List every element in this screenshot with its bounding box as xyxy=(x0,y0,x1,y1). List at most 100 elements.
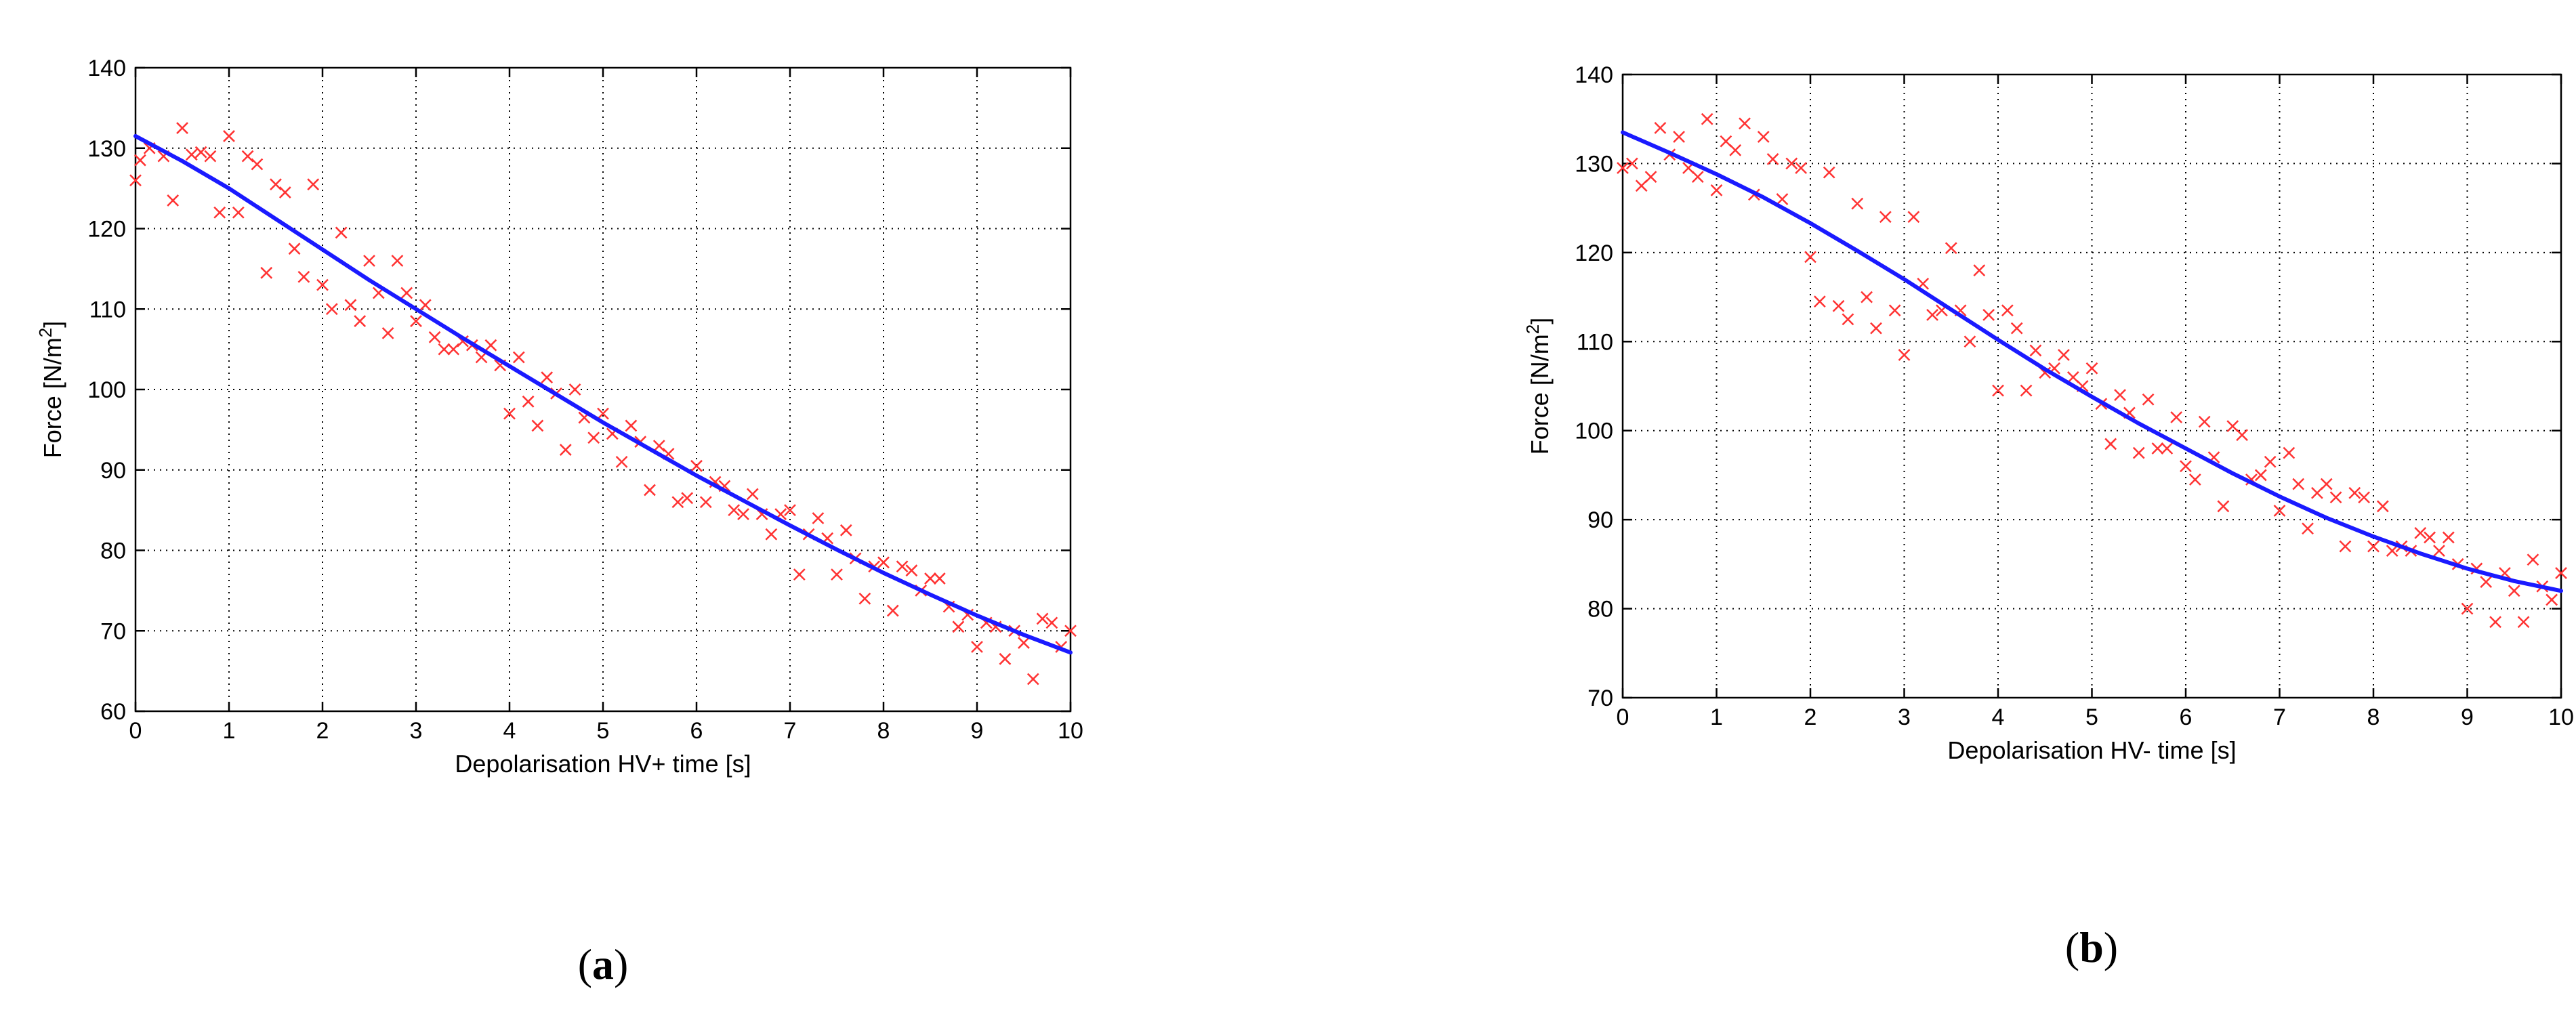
scatter-point xyxy=(316,278,329,291)
panel-label-open: ( xyxy=(2065,923,2079,971)
scatter-point xyxy=(354,315,367,327)
y-tick-label: 90 xyxy=(1587,507,1613,533)
scatter-point xyxy=(644,484,656,497)
scatter-point xyxy=(952,620,965,633)
y-tick-label: 140 xyxy=(1575,62,1613,88)
scatter-point xyxy=(886,604,899,617)
x-tick-label: 7 xyxy=(2273,704,2286,730)
scatter-point xyxy=(503,407,516,420)
scatter-point xyxy=(1036,612,1049,625)
y-axis-label-sup: 2 xyxy=(1522,324,1543,334)
scatter-point xyxy=(297,270,310,283)
scatter-point xyxy=(1888,304,1901,317)
x-tick-label: 2 xyxy=(316,718,329,744)
scatter-point xyxy=(2508,585,2520,597)
x-axis-label: Depolarisation HV+ time [s] xyxy=(455,750,751,778)
scatter-point xyxy=(185,148,198,161)
scatter-point xyxy=(2058,349,2070,361)
scatter-point xyxy=(134,154,146,167)
scatter-point xyxy=(129,174,142,187)
scatter-point xyxy=(1018,637,1030,649)
scatter-point xyxy=(522,395,535,408)
scatter-point xyxy=(2367,540,2380,553)
scatter-point xyxy=(1851,197,1864,210)
scatter-point xyxy=(671,496,684,509)
x-tick-label: 4 xyxy=(1992,704,2005,730)
scatter-point xyxy=(625,419,638,432)
x-tick-label: 9 xyxy=(971,718,984,744)
scatter-point xyxy=(812,512,825,524)
scatter-point xyxy=(391,255,404,267)
y-axis-label-sup: 2 xyxy=(35,328,56,337)
scatter-point xyxy=(2546,593,2558,606)
fit-line xyxy=(133,133,1073,655)
scatter-point xyxy=(447,343,460,356)
x-tick-label: 4 xyxy=(503,718,516,744)
scatter-point xyxy=(1898,349,1911,361)
x-tick-label: 8 xyxy=(877,718,890,744)
scatter-point xyxy=(839,524,852,536)
scatter-point xyxy=(419,299,432,312)
scatter-point xyxy=(541,371,554,384)
scatter-point xyxy=(1795,162,1808,174)
scatter-point xyxy=(288,243,301,255)
scatter-point xyxy=(363,255,375,267)
x-tick-label: 0 xyxy=(129,718,142,744)
scatter-point xyxy=(1757,131,1770,143)
scatter-point xyxy=(971,641,983,653)
y-tick-label: 140 xyxy=(87,56,126,81)
y-axis-label: Force [N/m2] xyxy=(1522,318,1554,455)
scatter-point xyxy=(699,496,712,509)
y-tick-label: 100 xyxy=(87,377,126,403)
x-tick-label: 6 xyxy=(2180,704,2193,730)
scatter-point xyxy=(746,488,759,501)
panel-label-letter: a xyxy=(592,940,614,988)
scatter-point xyxy=(2302,522,2314,535)
x-tick-label: 6 xyxy=(690,718,703,744)
x-tick-label: 10 xyxy=(1058,718,1083,744)
x-tick-label: 3 xyxy=(1898,704,1911,730)
scatter-point xyxy=(2320,478,2333,490)
scatter-point xyxy=(2226,420,2239,433)
y-tick-label: 80 xyxy=(100,539,126,564)
scatter-point xyxy=(2311,486,2323,499)
scatter-point xyxy=(270,178,282,191)
scatter-point xyxy=(1813,295,1826,308)
x-tick-label: 1 xyxy=(223,718,236,744)
scatter-point xyxy=(933,572,946,585)
scatter-point xyxy=(597,407,609,420)
scatter-point xyxy=(999,652,1012,665)
y-tick-label: 70 xyxy=(100,618,126,644)
scatter-point xyxy=(2198,415,2211,428)
scatter-point xyxy=(784,504,796,517)
y-tick-label: 110 xyxy=(1577,329,1613,355)
scatter-point xyxy=(1045,616,1058,629)
scatter-point xyxy=(167,194,180,207)
scatter-point xyxy=(2254,469,2267,482)
scatter-point xyxy=(877,556,890,569)
scatter-point xyxy=(2433,545,2445,557)
scatter-point xyxy=(1926,308,1938,321)
scatter-point xyxy=(1907,211,1920,224)
y-axis-label-end: ] xyxy=(1526,318,1554,324)
y-tick-label: 130 xyxy=(87,136,126,162)
x-tick-label: 5 xyxy=(2085,704,2098,730)
scatter-point xyxy=(2527,553,2539,566)
scatter-point xyxy=(213,206,226,219)
scatter-point xyxy=(681,492,694,505)
scatter-point xyxy=(1644,171,1657,184)
scatter-point xyxy=(1026,673,1039,686)
x-tick-label: 3 xyxy=(410,718,423,744)
scatter-point xyxy=(2029,344,2042,357)
scatter-point xyxy=(1701,112,1713,125)
scatter-point xyxy=(1635,180,1648,192)
panel-label: (b) xyxy=(2065,923,2118,971)
y-tick-label: 70 xyxy=(1587,686,1613,711)
scatter-point xyxy=(1064,625,1077,637)
panel-label-open: ( xyxy=(578,940,592,988)
scatter-point xyxy=(2085,362,2098,375)
scatter-point xyxy=(2386,545,2398,557)
scatter-point xyxy=(831,568,843,581)
scatter-point xyxy=(2151,442,2164,455)
